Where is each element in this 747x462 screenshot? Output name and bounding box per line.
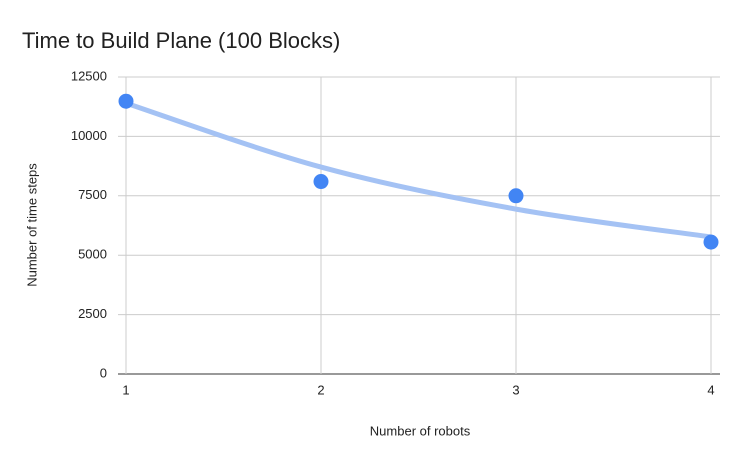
point	[703, 234, 719, 250]
chart-title: Time to Build Plane (100 Blocks)	[22, 28, 340, 53]
y-tick-label: 12500	[71, 68, 107, 83]
point	[118, 93, 134, 109]
x-tick-label: 2	[317, 382, 324, 397]
y-tick-label: 10000	[71, 128, 107, 143]
y-axis-label: Number of time steps	[24, 163, 39, 287]
trendline	[123, 100, 714, 240]
point	[313, 174, 329, 190]
x-axis-label: Number of robots	[370, 423, 471, 438]
y-tick-label: 0	[100, 365, 107, 380]
x-tick-label: 1	[122, 382, 129, 397]
x-tick-label: 4	[707, 382, 714, 397]
y-tick-label: 2500	[78, 306, 107, 321]
point	[508, 188, 524, 204]
y-tick-label: 7500	[78, 187, 107, 202]
y-tick-label: 5000	[78, 247, 107, 262]
x-tick-label: 3	[512, 382, 519, 397]
